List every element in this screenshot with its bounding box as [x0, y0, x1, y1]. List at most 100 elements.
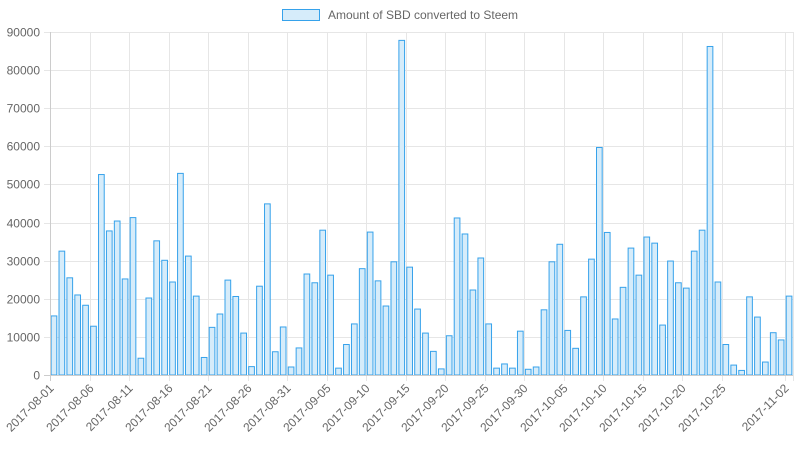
y-tick-label: 10000: [7, 331, 41, 345]
bar: [659, 324, 666, 376]
bar: [675, 282, 682, 376]
bar: [532, 366, 540, 376]
bar: [406, 266, 413, 376]
bar: [295, 347, 303, 376]
bar: [627, 247, 635, 376]
bar: [161, 259, 168, 376]
bar: [746, 296, 753, 376]
bar: [366, 231, 374, 376]
bar: [706, 45, 714, 376]
bar: [327, 274, 334, 376]
legend-label: Amount of SBD converted to Steem: [327, 8, 519, 22]
bar: [208, 326, 216, 376]
bar: [414, 308, 421, 376]
bar: [667, 260, 674, 376]
bar: [248, 366, 255, 376]
bar: [177, 172, 184, 376]
y-tick-label: 90000: [7, 26, 41, 40]
bar: [588, 258, 595, 376]
bar: [82, 304, 89, 376]
bar: [113, 220, 121, 376]
bar: [777, 339, 785, 376]
bar: [169, 281, 176, 376]
bar: [422, 332, 429, 376]
bar: [264, 203, 271, 376]
bar: [603, 231, 611, 376]
bar: [311, 282, 319, 376]
y-tick-label: 60000: [7, 140, 41, 154]
bar: [761, 361, 769, 376]
bar: [232, 295, 240, 376]
bar: [184, 255, 192, 376]
bar: [619, 286, 627, 376]
bar: [477, 257, 485, 376]
bar: [785, 295, 793, 376]
bar: [398, 39, 406, 376]
bar: [738, 369, 745, 376]
bar: [453, 217, 461, 376]
y-tick-label: 70000: [7, 102, 41, 116]
bar: [540, 309, 548, 376]
bar: [271, 351, 279, 376]
bar: [714, 281, 722, 376]
y-tick-label: 50000: [7, 178, 41, 192]
y-tick-label: 40000: [7, 217, 41, 231]
bar: [129, 217, 137, 376]
bar: [682, 287, 690, 376]
bar: [90, 325, 97, 376]
bar: [256, 285, 263, 376]
bar: [390, 261, 398, 376]
bar: [469, 289, 477, 376]
bar: [145, 297, 153, 376]
y-tick-label: 30000: [7, 255, 41, 269]
bar: [493, 367, 500, 376]
bar: [461, 233, 469, 376]
bar: [287, 366, 295, 376]
bar: [437, 368, 445, 376]
bar: [105, 230, 113, 376]
y-tick-label: 80000: [7, 64, 41, 78]
bar: [335, 367, 342, 376]
bar: [279, 326, 287, 376]
bar: [343, 344, 350, 376]
bar: [319, 229, 327, 376]
bar: [50, 315, 58, 376]
bar: [754, 316, 761, 376]
bar: [121, 278, 129, 376]
bar: [358, 268, 366, 376]
bar: [216, 313, 224, 376]
bar: [769, 332, 777, 376]
bar: [374, 280, 382, 376]
bar: [651, 242, 659, 376]
bar: [74, 294, 82, 376]
legend[interactable]: Amount of SBD converted to Steem: [0, 8, 800, 22]
bar: [556, 243, 564, 376]
bar: [350, 323, 358, 376]
bar: [137, 357, 145, 376]
bar: [66, 277, 74, 376]
bar: [509, 367, 516, 376]
bar: [382, 305, 390, 376]
bar: [98, 174, 105, 376]
bar: [580, 296, 587, 376]
y-tick-label: 20000: [7, 293, 41, 307]
bar: [698, 229, 706, 376]
bar: [722, 344, 730, 376]
bar: [430, 350, 437, 376]
bar: [200, 356, 208, 376]
bar: [485, 323, 493, 376]
bar: [564, 329, 572, 376]
bar: [690, 250, 698, 376]
bar: [611, 318, 619, 376]
bar: [445, 335, 453, 376]
bar: [240, 332, 247, 376]
bar: [153, 240, 161, 376]
bar: [501, 363, 508, 376]
y-tick-label: 0: [33, 369, 40, 383]
bar: [516, 330, 524, 376]
bar: [524, 368, 532, 376]
bar: [572, 347, 579, 376]
bar: [548, 261, 556, 376]
legend-swatch: [281, 9, 320, 21]
